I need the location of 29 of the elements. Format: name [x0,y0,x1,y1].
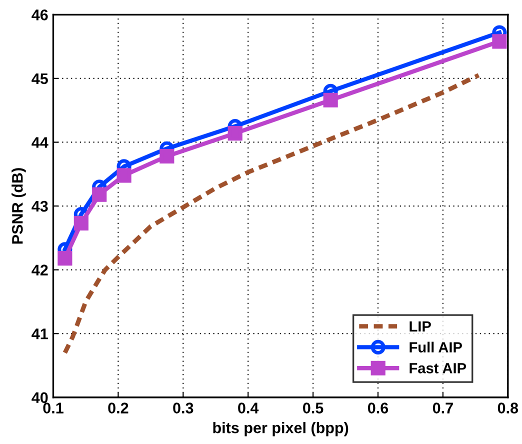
x-tick-label: 0.4 [238,402,259,414]
point [74,216,88,231]
y-tick-label: 46 [32,10,48,20]
point [323,92,338,108]
x-tick-label: 0.3 [173,402,194,414]
x-tick-label: 0.5 [303,402,324,414]
y-tick-label: 41 [32,328,48,340]
line-series [62,73,481,355]
x-tick-label: 0.6 [368,402,388,414]
legend-label: Fast AIP [410,363,466,374]
legend-label: LIP [410,321,431,332]
x-tick-label: 0.8 [498,402,518,414]
y-tick-label: 42 [32,264,48,276]
point [228,126,242,141]
y-tick-label: 40 [32,392,48,404]
y-tick-label: 44 [32,137,48,148]
x-tick-label: 0.2 [108,402,128,414]
point [58,251,72,266]
x-tick-label: 0.1 [43,402,64,414]
x-axis-title: bits per pixel (bpp) [213,422,348,436]
x-tick-label: 0.7 [432,402,453,414]
y-tick-label: 45 [32,73,48,84]
legend-label: Full AIP [410,342,462,352]
point [116,168,132,183]
y-axis-title: PSNR (dB) [12,168,26,244]
point [160,148,174,164]
y-tick-label: 43 [32,200,48,212]
point [492,34,507,49]
point [92,187,107,202]
